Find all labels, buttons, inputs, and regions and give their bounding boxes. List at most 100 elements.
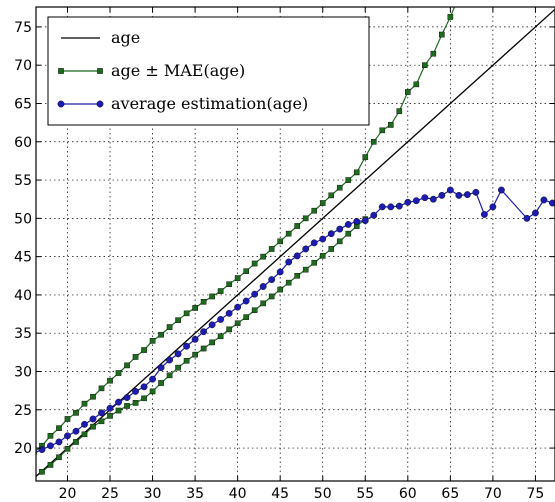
avg-estimation-point <box>208 321 216 329</box>
mae-upper-point <box>251 260 258 267</box>
mae-lower-point <box>107 413 113 419</box>
mae-lower-point <box>319 253 326 259</box>
avg-estimation-point <box>72 427 80 435</box>
mae-lower-point <box>200 345 207 352</box>
mae-lower-point <box>115 407 122 414</box>
mae-upper-point <box>405 89 411 95</box>
mae-lower-point <box>302 266 309 273</box>
avg-estimation-point <box>140 383 148 391</box>
avg-estimation-point <box>64 432 71 440</box>
x-tick-label: 65 <box>441 486 459 502</box>
y-tick-label: 50 <box>14 211 32 227</box>
avg-estimation-point <box>319 235 327 243</box>
x-tick-label: 75 <box>527 486 545 502</box>
avg-estimation-point <box>47 442 54 450</box>
mae-upper-point <box>294 223 301 229</box>
avg-estimation-point <box>183 342 190 350</box>
mae-upper-point <box>447 14 454 20</box>
y-tick-label: 25 <box>14 403 32 419</box>
identity-line <box>36 8 555 477</box>
avg-estimation-point <box>242 297 250 305</box>
avg-estimation-point <box>378 203 386 211</box>
mae-upper-point <box>439 31 445 38</box>
avg-estimation-point <box>293 252 301 260</box>
x-tick-label: 45 <box>271 486 289 502</box>
mae-lower-line <box>41 218 366 473</box>
mae-lower-point <box>158 380 164 386</box>
mae-upper-point <box>107 377 113 384</box>
plot-frame <box>35 6 555 482</box>
mae-upper-point <box>81 400 88 407</box>
y-tick-label: 55 <box>14 173 32 189</box>
avg-estimation-point <box>89 415 97 423</box>
mae-lower-point <box>277 286 283 293</box>
y-tick-label: 65 <box>14 96 32 112</box>
mae-upper-point <box>234 275 241 281</box>
mae-lower-point <box>285 279 292 286</box>
mae-lower-point <box>47 462 54 468</box>
mae-upper-point <box>98 385 105 392</box>
x-tick-label: 20 <box>59 486 77 502</box>
mae-upper-point <box>379 127 386 134</box>
mae-upper-point <box>243 268 249 274</box>
avg-estimation-point <box>276 268 284 276</box>
mae-lower-point <box>183 357 190 364</box>
mae-lower-point <box>268 293 275 300</box>
mae-upper-point <box>277 238 283 245</box>
avg-estimation-point <box>404 198 412 206</box>
legend-label: age <box>111 28 140 47</box>
avg-estimation-point <box>259 283 267 290</box>
avg-estimation-point <box>251 290 259 298</box>
x-tick-label: 40 <box>229 486 247 502</box>
avg-estimation-point <box>166 356 173 364</box>
mae-upper-point <box>430 50 437 57</box>
avg-estimation-point <box>336 225 344 233</box>
legend-label: average estimation(age) <box>111 94 308 113</box>
mae-lower-point <box>192 351 198 358</box>
legend-swatch-marker <box>57 100 65 108</box>
series-0 <box>36 8 555 477</box>
y-tick-label: 40 <box>14 288 32 304</box>
avg-estimation-point <box>540 196 548 204</box>
mae-lower-point <box>39 469 45 475</box>
mae-lower-point <box>294 272 301 279</box>
avg-estimation-point <box>455 191 463 199</box>
legend-label: age ± MAE(age) <box>111 61 245 80</box>
mae-upper-point <box>302 215 309 222</box>
avg-estimation-point <box>395 202 403 210</box>
mae-lower-point <box>90 423 96 430</box>
x-tick-label: 50 <box>314 486 332 502</box>
avg-estimation-point <box>327 230 335 238</box>
mae-upper-point <box>192 305 198 311</box>
mae-upper-point <box>166 324 173 330</box>
avg-estimation-point <box>81 420 88 428</box>
y-tick-label: 60 <box>14 135 32 151</box>
x-tick-label: 70 <box>484 486 502 502</box>
mae-lower-point <box>166 372 173 379</box>
mae-upper-point <box>56 425 62 431</box>
x-tick-label: 55 <box>356 486 374 502</box>
mae-upper-point <box>370 138 377 145</box>
x-tick-label: 25 <box>101 486 119 502</box>
avg-estimation-point <box>523 214 531 222</box>
mae-lower-point <box>141 395 147 402</box>
mae-upper-point <box>124 362 130 369</box>
avg-estimation-point <box>344 221 352 228</box>
y-tick-label: 70 <box>14 58 32 74</box>
y-tick-label: 35 <box>14 326 32 342</box>
y-tick-label: 45 <box>14 250 32 266</box>
avg-estimation-point <box>225 309 233 317</box>
mae-upper-point <box>353 169 360 176</box>
avg-estimation-point <box>106 404 114 412</box>
mae-upper-point <box>226 281 232 288</box>
avg-estimation-point <box>497 186 505 194</box>
mae-lower-point <box>251 307 258 314</box>
mae-upper-point <box>413 81 420 88</box>
mae-upper-point <box>115 370 122 376</box>
mae-upper-point <box>209 293 215 300</box>
avg-estimation-point <box>55 438 63 446</box>
mae-upper-point <box>132 354 139 360</box>
mae-upper-point <box>183 310 190 317</box>
